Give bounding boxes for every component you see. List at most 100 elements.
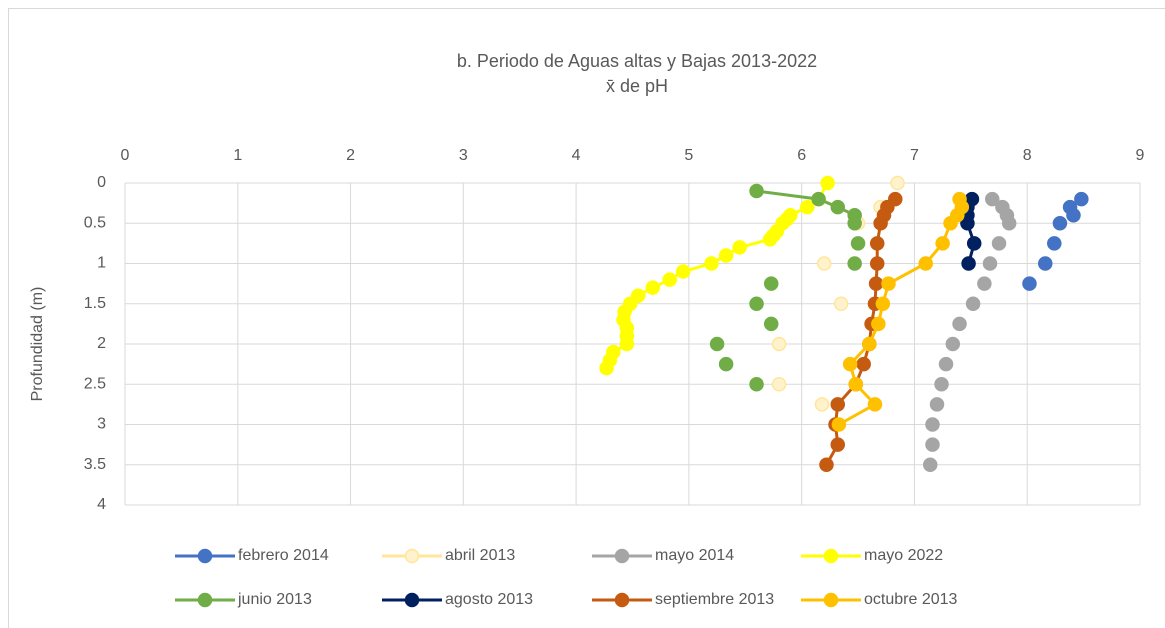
legend-label: abril 2013 xyxy=(445,547,515,564)
data-point xyxy=(800,199,815,215)
data-point xyxy=(662,272,677,287)
data-point xyxy=(961,256,976,271)
x-tick-label: 0 xyxy=(121,147,130,164)
y-tick-label: 2.5 xyxy=(84,375,106,392)
data-point xyxy=(599,360,614,376)
data-point xyxy=(814,397,830,412)
data-point xyxy=(676,264,691,279)
data-point xyxy=(704,256,719,271)
data-point xyxy=(922,457,938,472)
data-point xyxy=(1001,216,1017,231)
legend-label: mayo 2014 xyxy=(655,547,734,564)
data-point xyxy=(820,175,835,191)
legend-marker xyxy=(197,548,213,564)
data-point xyxy=(934,377,949,392)
chart-title: b. Periodo de Aguas altas y Bajas 2013-2… xyxy=(457,51,817,71)
data-point xyxy=(1074,191,1089,207)
data-point xyxy=(929,397,945,412)
data-point xyxy=(938,356,954,372)
legend-label: agosto 2013 xyxy=(445,591,533,608)
y-axis-title: Profundidad (m) xyxy=(29,287,46,402)
data-point xyxy=(943,216,958,231)
data-point xyxy=(862,336,877,352)
legend-marker xyxy=(197,592,213,608)
data-point xyxy=(619,336,635,352)
data-point xyxy=(831,417,847,432)
data-point xyxy=(918,256,933,271)
data-point xyxy=(873,216,888,231)
data-point xyxy=(925,417,940,432)
legend-marker xyxy=(404,592,420,608)
data-point xyxy=(945,336,961,352)
data-point xyxy=(925,437,940,452)
x-tick-label: 4 xyxy=(572,147,581,164)
y-tick-label: 0.5 xyxy=(84,214,106,231)
data-point xyxy=(869,236,885,251)
data-point xyxy=(850,236,866,251)
legend-label: septiembre 2013 xyxy=(655,591,774,608)
x-tick-label: 3 xyxy=(459,147,468,164)
data-point xyxy=(749,183,764,199)
data-point xyxy=(833,296,849,311)
legend-marker xyxy=(614,548,630,564)
data-point xyxy=(960,216,975,231)
chart-subtitle: x̄ de pH xyxy=(606,76,668,96)
chart-border xyxy=(8,8,1165,628)
data-point xyxy=(867,397,883,412)
data-point xyxy=(645,280,661,295)
legend-marker xyxy=(823,548,839,564)
data-point xyxy=(1052,216,1068,231)
data-point xyxy=(819,457,834,472)
data-point xyxy=(868,276,884,291)
data-point xyxy=(771,377,787,392)
data-point xyxy=(847,256,862,271)
x-tick-label: 7 xyxy=(910,147,919,164)
data-point xyxy=(881,276,896,291)
legend-marker xyxy=(823,592,839,608)
data-point xyxy=(763,276,779,291)
data-point xyxy=(749,377,764,392)
data-point xyxy=(830,199,846,215)
data-point xyxy=(982,256,998,271)
data-point xyxy=(935,236,950,251)
data-point xyxy=(869,256,885,271)
data-point xyxy=(991,236,1007,251)
data-point xyxy=(890,175,905,191)
y-tick-label: 1 xyxy=(97,255,106,272)
data-point xyxy=(966,236,982,251)
x-tick-label: 2 xyxy=(346,147,355,164)
data-point xyxy=(718,248,734,263)
data-point xyxy=(830,437,846,452)
data-point xyxy=(771,336,787,352)
data-point xyxy=(709,336,725,352)
legend-label: junio 2013 xyxy=(237,591,312,608)
data-point xyxy=(830,397,846,412)
data-point xyxy=(762,232,778,247)
data-point xyxy=(952,316,967,332)
y-tick-label: 3.5 xyxy=(84,456,106,473)
data-point xyxy=(847,216,862,231)
data-point xyxy=(965,296,981,311)
data-point xyxy=(1038,256,1053,271)
y-tick-label: 1.5 xyxy=(84,295,106,312)
legend-marker xyxy=(614,592,630,608)
data-point xyxy=(816,256,832,271)
data-point xyxy=(718,356,734,372)
x-tick-label: 6 xyxy=(797,147,806,164)
y-tick-label: 2 xyxy=(97,335,106,352)
legend-marker xyxy=(404,548,420,564)
legend-label: mayo 2022 xyxy=(864,547,943,564)
data-point xyxy=(749,296,764,311)
data-point xyxy=(985,191,1000,207)
y-tick-label: 3 xyxy=(97,416,106,433)
x-tick-label: 8 xyxy=(1023,147,1032,164)
data-point xyxy=(856,356,871,372)
x-tick-label: 9 xyxy=(1136,147,1145,164)
y-tick-label: 0 xyxy=(97,174,106,191)
data-point xyxy=(848,377,864,392)
data-point xyxy=(842,356,858,372)
x-tick-label: 1 xyxy=(233,147,242,164)
data-point xyxy=(811,191,826,207)
data-point xyxy=(977,276,992,291)
